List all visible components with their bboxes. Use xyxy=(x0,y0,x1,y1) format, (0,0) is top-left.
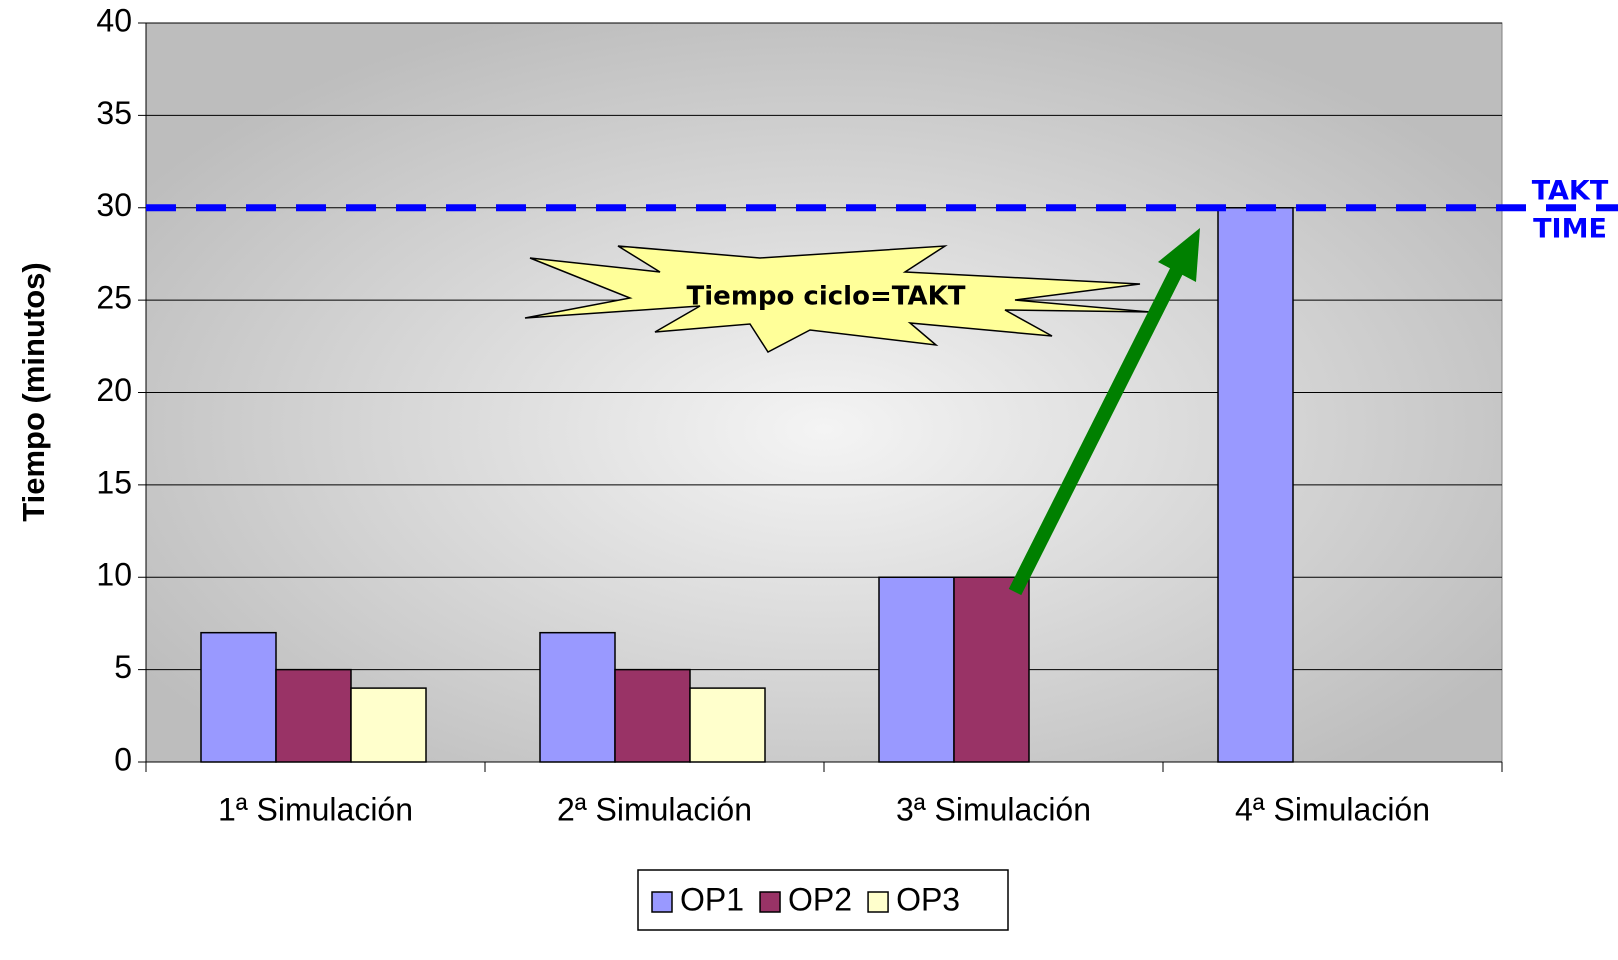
takt-label: TIME xyxy=(1533,214,1607,245)
legend-label: OP2 xyxy=(788,881,852,917)
bar xyxy=(200,631,277,763)
bar xyxy=(275,668,352,763)
annotation: Tiempo ciclo=TAKT xyxy=(687,282,966,312)
bar xyxy=(539,631,616,763)
y-axis-label: Tiempo (minutos) xyxy=(16,262,51,521)
legend-swatch xyxy=(651,891,673,913)
y-tick-label: 20 xyxy=(96,372,132,408)
y-tick-label: 30 xyxy=(96,187,132,223)
bar xyxy=(1217,207,1294,763)
y-tick-label: 40 xyxy=(96,2,132,38)
y-tick-label: 15 xyxy=(96,464,132,500)
bar xyxy=(350,687,427,763)
legend-swatch xyxy=(867,891,889,913)
legend-swatch xyxy=(759,891,781,913)
legend-label: OP1 xyxy=(680,881,744,917)
x-tick-label: 1ª Simulación xyxy=(218,791,413,827)
bar xyxy=(953,576,1030,763)
bar xyxy=(878,576,955,763)
arrow-shaft xyxy=(1008,264,1185,596)
y-tick-label: 25 xyxy=(96,280,132,316)
x-tick-label: 3ª Simulación xyxy=(896,791,1091,827)
y-tick-label: 0 xyxy=(114,741,132,777)
bar xyxy=(614,668,691,763)
x-tick-label: 2ª Simulación xyxy=(557,791,752,827)
y-tick-label: 10 xyxy=(96,557,132,593)
y-tick-label: 35 xyxy=(96,95,132,131)
x-tick-label: 4ª Simulación xyxy=(1235,791,1430,827)
bar xyxy=(689,687,766,763)
legend xyxy=(637,869,1009,931)
legend-label: OP3 xyxy=(896,881,960,917)
starburst xyxy=(524,245,1151,353)
takt-label: TAKT xyxy=(1532,176,1609,207)
y-tick-label: 5 xyxy=(114,649,132,685)
arrow-head xyxy=(1158,228,1200,282)
